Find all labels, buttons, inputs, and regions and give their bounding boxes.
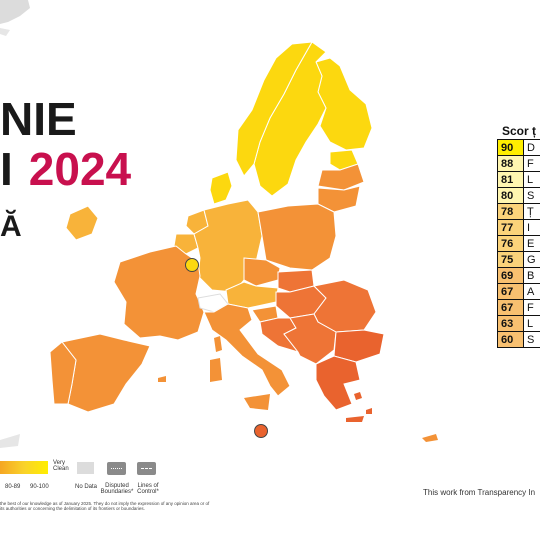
legend-loc-swatch xyxy=(137,462,156,475)
legend-no-data-swatch xyxy=(77,462,94,474)
legend-very-clean: Very Clean xyxy=(53,460,69,473)
legend-color-bar xyxy=(0,461,48,474)
title-line-2: I 2024 xyxy=(0,146,131,192)
country-code: S xyxy=(527,189,535,202)
country-code: F xyxy=(527,157,534,170)
score-value: 76 xyxy=(498,236,524,251)
region-africa-hint xyxy=(0,434,20,448)
title-line-2-prefix: I xyxy=(0,143,13,195)
title-line-3: Ă xyxy=(0,210,22,243)
score-row: 60 S xyxy=(497,332,540,348)
legend-disputed: Disputed Boundaries* xyxy=(100,483,134,496)
score-value: 69 xyxy=(498,268,524,283)
score-row: 75 G xyxy=(497,252,540,268)
score-value: 80 xyxy=(498,188,524,203)
score-row: 67 A xyxy=(497,284,540,300)
title-year: 2024 xyxy=(28,143,132,195)
country-italy xyxy=(203,303,291,397)
score-row: 80 S xyxy=(497,188,540,204)
score-row: 81 L xyxy=(497,172,540,188)
country-spain-balearic xyxy=(158,376,166,382)
country-code: A xyxy=(527,285,535,298)
region-no-data-top xyxy=(0,0,30,24)
country-bulgaria xyxy=(333,329,385,363)
title-line-1: NIE xyxy=(0,93,77,145)
score-row: 67 F xyxy=(497,300,540,316)
country-code: L xyxy=(527,317,534,330)
country-france-corsica xyxy=(214,336,222,352)
legend-range-80-89: 80-89 xyxy=(5,484,21,490)
country-italy-sardinia xyxy=(210,358,222,382)
country-italy-sicily xyxy=(244,394,270,410)
country-code: E xyxy=(527,237,535,250)
score-table-header: Scor ț xyxy=(502,124,537,138)
country-ireland xyxy=(65,205,99,241)
country-code: Ț xyxy=(527,205,534,218)
score-row: 76 E xyxy=(497,236,540,252)
country-poland xyxy=(257,203,337,271)
country-norway xyxy=(235,41,313,177)
country-luxembourg-marker xyxy=(185,258,199,272)
score-row: 69 B xyxy=(497,268,540,284)
country-portugal xyxy=(49,341,77,405)
country-france xyxy=(113,245,205,341)
country-denmark xyxy=(209,171,233,205)
region-no-data-nw xyxy=(0,28,10,36)
score-value: 67 xyxy=(498,284,524,299)
country-code: F xyxy=(527,301,534,314)
country-code: I xyxy=(527,221,531,234)
country-code: B xyxy=(527,269,535,282)
country-romania xyxy=(312,279,377,333)
score-value: 75 xyxy=(498,252,524,267)
country-malta-marker xyxy=(254,424,268,438)
score-value: 67 xyxy=(498,300,524,315)
score-row: 63 L xyxy=(497,316,540,332)
score-row: 77 I xyxy=(497,220,540,236)
score-row: 88 F xyxy=(497,156,540,172)
country-greece-islands xyxy=(346,392,372,422)
country-code: S xyxy=(527,333,535,346)
country-latvia xyxy=(317,163,365,191)
legend-lines-of-control: Lines of Control* xyxy=(137,483,159,496)
legend-no-data: No Data xyxy=(75,484,98,490)
credit-text: This work from Transparency In xyxy=(423,488,536,497)
score-value: 81 xyxy=(498,172,524,187)
score-value: 88 xyxy=(498,156,524,171)
score-table: 90 D 88 F 81 L 80 S 78 Ț 77 I 76 E 75 G 69 B 67 A 67 F 63 L 60 S xyxy=(497,139,540,348)
score-value: 90 xyxy=(498,140,524,155)
score-value: 60 xyxy=(498,332,524,347)
score-value: 63 xyxy=(498,316,524,331)
country-code: L xyxy=(527,173,534,186)
legend-range-90-100: 90-100 xyxy=(30,484,49,490)
legend-disputed-swatch xyxy=(107,462,126,475)
country-greece xyxy=(315,355,361,411)
country-code: G xyxy=(527,253,536,266)
country-spain xyxy=(61,333,151,413)
score-row: 78 Ț xyxy=(497,204,540,220)
disclaimer-text: the best of our knowledge as of January … xyxy=(0,501,210,512)
score-value: 78 xyxy=(498,204,524,219)
country-cyprus xyxy=(422,434,438,442)
score-value: 77 xyxy=(498,220,524,235)
score-row: 90 D xyxy=(497,139,540,156)
country-code: D xyxy=(527,141,535,154)
